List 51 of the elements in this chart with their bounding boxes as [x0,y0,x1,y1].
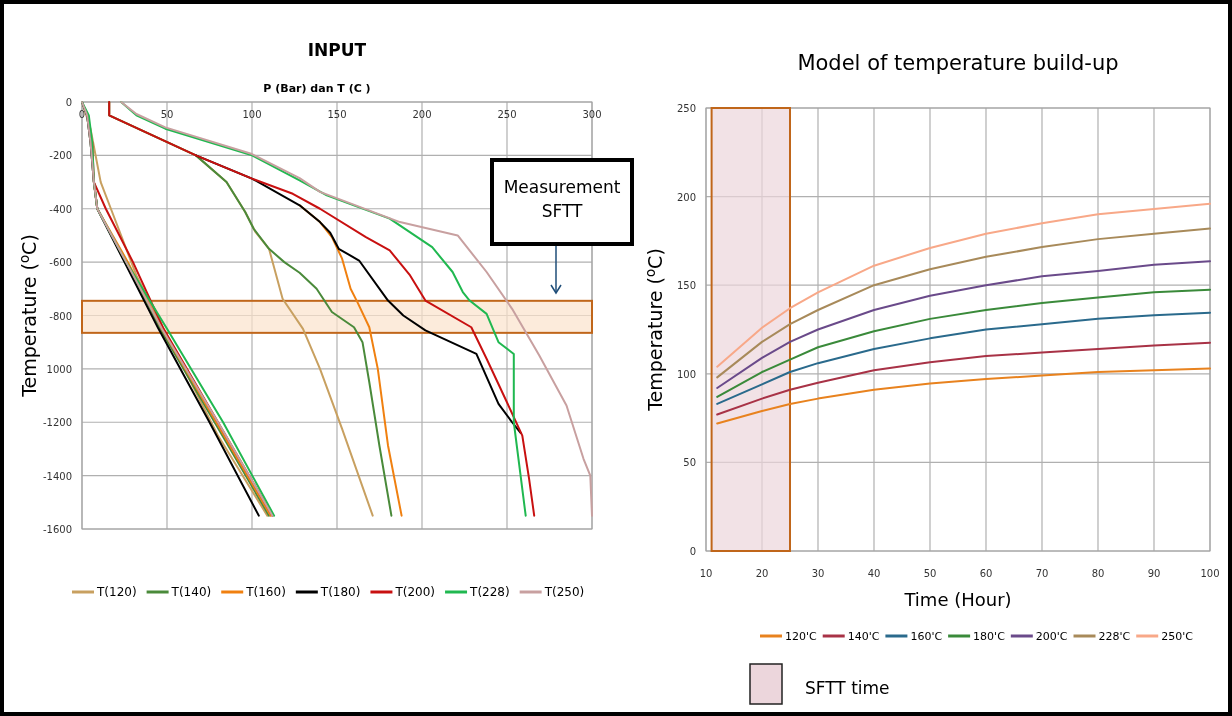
x-tick-label: 50 [923,568,937,579]
y-tick-label: -800 [49,310,72,322]
y-tick-label: -600 [49,257,72,269]
legend-label: 200'C [1035,630,1068,643]
chart-title: INPUT [307,40,367,60]
legend-label: 180'C [973,630,1006,643]
y-tick-label: -1400 [42,470,72,482]
x-tick-label: 90 [1147,568,1161,579]
legend-label: 228'C [1098,630,1131,643]
x-tick-label: 80 [1091,568,1105,579]
x-tick-label: 20 [755,568,769,579]
x-tick-label: 60 [979,568,993,579]
x-tick-label: 100 [242,109,262,120]
y-tick-label: 100 [676,368,696,380]
y-tick-label: 0 [65,97,72,108]
x-tick-label: 250 [497,109,517,120]
x-axis-title: P (Bar) dan T (C ) [263,82,371,95]
x-tick-label: 150 [327,109,347,120]
legend-label: T(180) [319,585,361,599]
y-tick-label: 1000 [46,363,72,375]
x-tick-label: 10 [699,568,713,579]
legend-label: T(250) [543,585,585,599]
y-tick-label: 50 [683,457,696,469]
y-tick-label: 0 [689,546,696,557]
annotation: Measurement SFTT [503,177,621,221]
x-tick-label: 300 [582,109,602,120]
x-tick-label: 200 [412,109,432,120]
x-tick-label: 100 [1200,568,1220,579]
x-tick-label: 50 [160,109,174,120]
legend-label: 140'C [847,630,880,643]
legend-label: T(228) [469,585,510,599]
chart-title: Model of temperature build-up [797,51,1119,75]
x-tick-label: 30 [811,568,825,579]
y-tick-label: -1600 [42,524,72,535]
legend-label: T(140) [170,585,212,599]
legend-label: SFTT time [805,678,890,698]
legend-label: 160'C [910,630,943,643]
y-tick-label: -1200 [42,417,72,429]
x-tick-label: 70 [1035,568,1049,579]
x-axis-title: Time (Hour) [903,589,1012,610]
legend-label: T(120) [96,585,137,599]
legend-label: 120'C [785,630,818,643]
legend-label: T(160) [245,585,286,599]
y-tick-label: 200 [676,191,696,203]
y-tick-label: -200 [49,150,72,162]
legend-label: 250'C [1161,630,1194,643]
y-tick-label: -400 [49,203,72,215]
x-tick-label: 40 [867,568,881,579]
legend-label: T(200) [394,585,436,599]
x-tick-label: 0 [78,109,86,120]
y-tick-label: 150 [676,280,696,292]
